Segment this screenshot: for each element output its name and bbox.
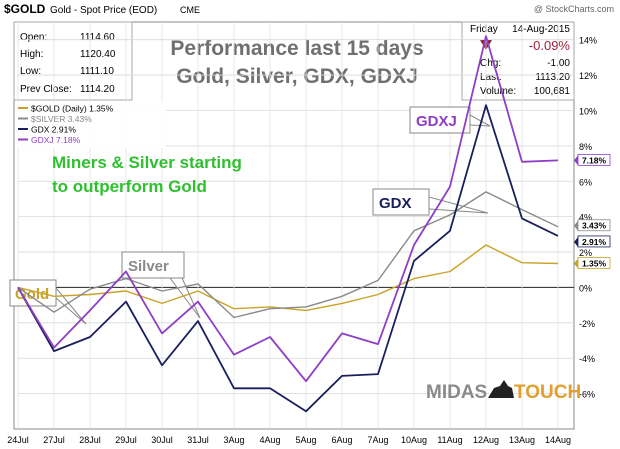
x-tick-label: 5Aug [295,435,316,445]
y-tick-label: 0% [579,283,592,293]
last-label: Last: [480,72,502,83]
x-tick-label: 14Aug [545,435,571,445]
change-pct: -0.09% [529,38,571,53]
callout-gold: Gold [9,279,87,325]
end-label: 3.43% [582,221,607,231]
chart-subtitle: Gold, Silver, GDX, GDXJ [176,65,418,88]
series-lines [17,35,559,413]
chg-label: Chg: [480,58,501,69]
end-label-pointer [574,236,578,247]
logo: MIDAS TOUCH [426,380,581,403]
volume-value: 100,681 [534,86,571,97]
callout-gdx: GDX [372,188,489,216]
legend-entry: GDXJ 7.18% [31,135,81,145]
series-line [17,191,559,319]
low-label: Low: [20,66,41,77]
x-tick-label: 29Jul [115,435,137,445]
x-tick-label: 4Aug [259,435,280,445]
series-line [17,104,559,413]
x-tick-label: 24Jul [7,435,29,445]
watermark: @ StockCharts.com [534,4,614,14]
logo-touch: TOUCH [514,382,581,403]
symbol: $GOLD [4,2,46,16]
legend-entry: GDX 2.91% [31,125,76,135]
end-label: 7.18% [582,155,607,165]
x-tick-label: 31Jul [187,435,209,445]
last-value: 1113.20 [535,72,570,83]
headline-line-2: to outperform Gold [52,177,207,196]
callout-gdx-label: GDX [379,195,412,212]
legend-entry: $SILVER 3.43% [31,114,92,124]
y-axis: -6% -4% -2% 0% 2% 4% 6% 8% 10% 12% 14% [579,36,597,400]
y-tick-label: 12% [579,71,597,81]
series-line [17,244,559,312]
chg-value: -1.00 [547,58,570,69]
callout-silver-label: Silver [128,258,169,275]
end-label-box [577,235,611,248]
legend-entry: $GOLD (Daily) 1.35% [31,104,114,114]
y-tick-label: -6% [579,390,595,400]
info-box-left [13,21,133,101]
y-tick-label: -2% [579,319,595,329]
x-tick-label: 13Aug [509,435,535,445]
callout-gdxj-label: GDXJ [416,113,457,130]
prev-close-label: Prev Close: [20,84,72,95]
open-label: Open: [20,32,47,43]
high-label: High: [20,49,43,60]
end-label-pointer [574,155,578,166]
y-tick-label: 6% [579,177,592,187]
date: 14-Aug-2015 [512,24,570,35]
x-tick-label: 6Aug [331,435,352,445]
end-label-box [577,257,611,269]
x-tick-label: 27Jul [43,435,65,445]
x-tick-label: 7Aug [367,435,388,445]
low-value: 1111.10 [80,66,114,77]
chart-title: Performance last 15 days [170,37,423,60]
headline-line-1: Miners & Silver starting [52,153,242,172]
x-tick-label: 10Aug [401,435,427,445]
x-tick-label: 11Aug [437,435,462,445]
callout-silver: Silver [121,251,201,319]
end-label-pointer [574,258,578,269]
day: Friday [470,24,498,35]
end-label: 1.35% [582,259,607,269]
legend: $GOLD (Daily) 1.35%$SILVER 3.43%GDX 2.91… [16,102,166,148]
end-label-box [577,153,611,166]
prev-close-value: 1114.20 [80,84,115,95]
series-line [17,35,559,383]
x-axis: 24Jul 27Jul 28Jul 29Jul 30Jul 31Jul 3Aug 4Aug 5A… [7,435,571,445]
high-value: 1120.40 [80,49,116,60]
volume-label: Volume: [480,86,516,97]
y-tick-label: 2% [579,248,592,258]
x-tick-label: 12Aug [473,435,499,445]
legend-bg [16,102,166,148]
x-tick-label: 3Aug [223,435,244,445]
end-label: 2.91% [582,237,607,247]
bull-icon [488,380,514,398]
symbol-description: Gold - Spot Price (EOD) [50,5,157,16]
y-tick-label: 4% [579,213,592,223]
y-tick-label: 10% [579,106,597,116]
y-tick-label: 14% [579,36,597,46]
end-label-pointer [574,220,578,231]
x-tick-label: 30Jul [151,435,173,445]
x-tick-label: 28Jul [79,435,101,445]
logo-midas: MIDAS [426,382,487,403]
y-tick-label: -4% [579,354,595,364]
exchange: CME [180,5,200,15]
open-value: 1114.60 [80,32,115,43]
end-labels: 1.35% 3.43% 2.91% 7.18% [574,153,611,269]
grid [17,22,574,429]
callout-gdxj: GDXJ [409,106,491,134]
end-label-box [577,219,611,232]
y-tick-label: 8% [579,142,592,152]
